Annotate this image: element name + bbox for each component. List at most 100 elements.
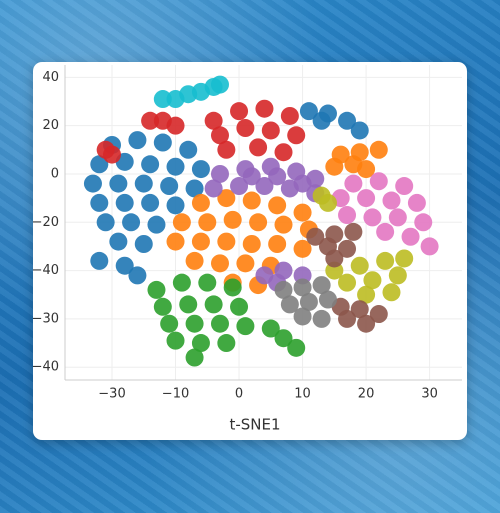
point [388,208,407,227]
x-axis-label: t-SNE1 [229,416,280,434]
point [293,239,312,258]
point [230,177,249,196]
point [325,157,344,176]
point [274,329,293,348]
point [185,251,204,270]
point [299,102,318,121]
point [350,256,369,275]
point [388,266,407,285]
point [166,157,185,176]
y-tick-label: −40 [32,263,59,278]
point [236,254,255,273]
point [357,189,376,208]
y-tick-label: 20 [42,118,59,133]
point [141,111,160,130]
point [242,191,261,210]
point [274,143,293,162]
point [128,266,147,285]
point [90,251,109,270]
point [338,206,357,225]
point [172,213,191,232]
point [255,177,274,196]
point [287,338,306,357]
point [344,222,363,241]
point [382,191,401,210]
point [166,232,185,251]
point [369,305,388,324]
x-tick-label: 20 [358,387,375,402]
point [109,232,128,251]
y-tick-label: 40 [42,70,59,85]
point [350,121,369,140]
point [344,174,363,193]
x-tick-label: 10 [294,387,311,402]
point [293,203,312,222]
point [217,140,236,159]
point [191,193,210,212]
point [204,111,223,130]
point [90,193,109,212]
point [357,285,376,304]
y-tick-label: −20 [32,215,59,230]
point [166,331,185,350]
point [261,319,280,338]
y-tick-label: 0 [51,166,59,181]
point [401,227,420,246]
point [382,283,401,302]
point [141,193,160,212]
point [210,126,229,145]
point [198,273,217,292]
point [376,251,395,270]
point [338,111,357,130]
point [96,140,115,159]
point [236,317,255,336]
point [141,155,160,174]
point [153,297,172,316]
x-tick-label: 0 [235,387,243,402]
point [369,140,388,159]
point [407,193,426,212]
point [217,334,236,353]
point [223,210,242,229]
point [115,256,134,275]
point [293,307,312,326]
point [230,102,249,121]
point [210,164,229,183]
point [185,314,204,333]
point [191,334,210,353]
point [299,292,318,311]
point [350,300,369,319]
point [395,177,414,196]
point [147,215,166,234]
point [280,295,299,314]
point [134,234,153,253]
point [338,273,357,292]
point [249,138,268,157]
point [204,295,223,314]
point [414,213,433,232]
point [363,208,382,227]
point [242,234,261,253]
point [83,174,102,193]
point [153,90,172,109]
point [172,273,191,292]
point [369,172,388,191]
point [293,278,312,297]
point [363,271,382,290]
y-tick-label: −40 [32,360,59,375]
x-tick-label: −30 [98,387,125,402]
point [115,193,134,212]
point [318,290,337,309]
point [191,232,210,251]
y-tick-label: −30 [32,311,59,326]
point [122,213,141,232]
point [268,196,287,215]
point [147,280,166,299]
x-tick-label: 30 [421,387,438,402]
point [357,160,376,179]
point [274,215,293,234]
point [96,213,115,232]
point [280,106,299,125]
point [210,254,229,273]
point [261,121,280,140]
